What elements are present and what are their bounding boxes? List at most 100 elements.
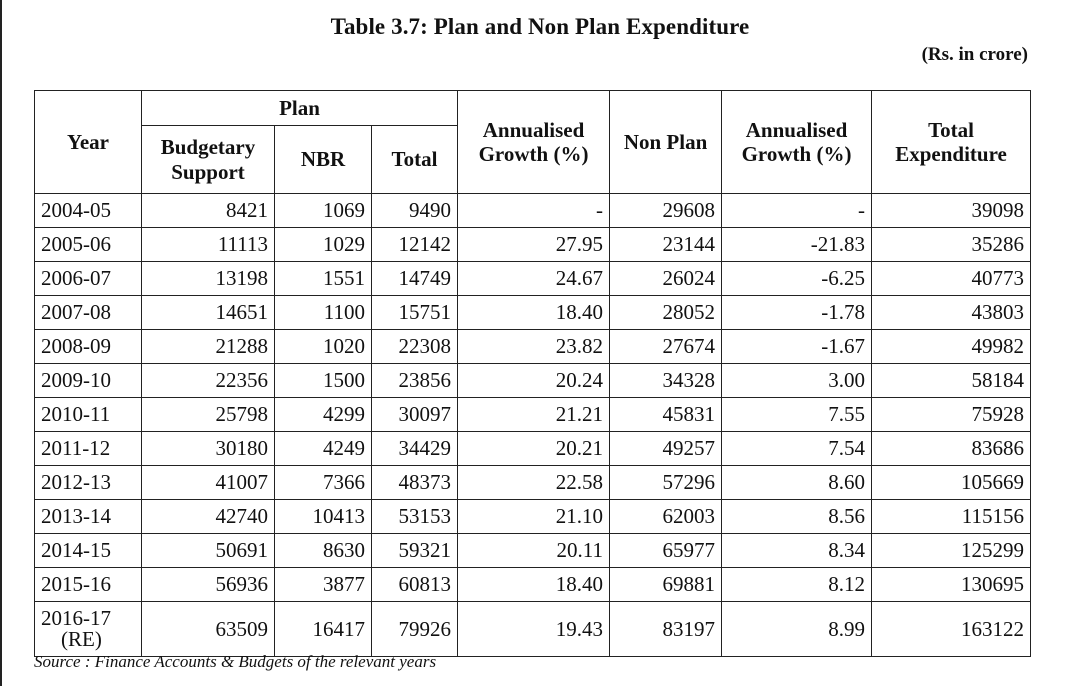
table-row: 2012-13 41007 7366 48373 22.58 57296 8.60 10566… xyxy=(34,465,1032,500)
cell-budgetary-support: 22356 xyxy=(141,363,275,398)
cell-year: 2005-06 xyxy=(34,227,142,262)
cell-nbr: 1029 xyxy=(274,227,372,262)
cell-annualised-growth-plan: 27.95 xyxy=(457,227,611,262)
cell-annualised-growth-non-plan: 8.34 xyxy=(721,533,873,568)
cell-year: 2008-09 xyxy=(34,329,142,364)
cell-annualised-growth-non-plan: 8.12 xyxy=(721,567,873,602)
header-total-expenditure: Total Expenditure xyxy=(871,90,1032,194)
cell-non-plan: 29608 xyxy=(609,193,723,228)
cell-annualised-growth-plan: 18.40 xyxy=(457,295,611,330)
cell-year: 2009-10 xyxy=(34,363,142,398)
cell-annualised-growth-non-plan: 7.55 xyxy=(721,397,873,432)
cell-plan-total: 48373 xyxy=(370,465,459,500)
cell-budgetary-support: 25798 xyxy=(141,397,275,432)
cell-total-expenditure: 39098 xyxy=(871,193,1032,228)
cell-non-plan: 27674 xyxy=(609,329,723,364)
cell-annualised-growth-plan: 24.67 xyxy=(457,261,611,296)
table-row: 2009-10 22356 1500 23856 20.24 34328 3.00 58184 xyxy=(34,363,1032,398)
cell-year: 2010-11 xyxy=(34,397,142,432)
table-row: 2008-09 21288 1020 22308 23.82 27674 -1.67 4998… xyxy=(34,329,1032,364)
table-row: 2007-08 14651 1100 15751 18.40 28052 -1.78 4380… xyxy=(34,295,1032,330)
cell-annualised-growth-plan: 20.11 xyxy=(457,533,611,568)
cell-total-expenditure: 58184 xyxy=(871,363,1032,398)
cell-year: 2004-05 xyxy=(34,193,142,228)
table-row: 2011-12 30180 4249 34429 20.21 49257 7.54 83686 xyxy=(34,431,1032,466)
header-annualised-growth-non-plan: Annualised Growth (%) xyxy=(721,90,873,194)
cell-nbr: 10413 xyxy=(274,499,372,534)
cell-total-expenditure: 49982 xyxy=(871,329,1032,364)
cell-total-expenditure: 130695 xyxy=(871,567,1032,602)
cell-annualised-growth-plan: - xyxy=(457,193,611,228)
cell-total-expenditure: 43803 xyxy=(871,295,1032,330)
cell-annualised-growth-plan: 19.43 xyxy=(457,601,611,657)
cell-budgetary-support: 11113 xyxy=(141,227,275,262)
source-note: Source : Finance Accounts & Budgets of t… xyxy=(34,652,437,671)
cell-year: 2011-12 xyxy=(34,431,142,466)
cell-non-plan: 45831 xyxy=(609,397,723,432)
cell-budgetary-support: 13198 xyxy=(141,261,275,296)
cell-budgetary-support: 42740 xyxy=(141,499,275,534)
header-nbr: NBR xyxy=(274,125,372,194)
header-plan-group: Plan xyxy=(140,90,459,126)
cell-non-plan: 57296 xyxy=(609,465,723,500)
cell-plan-total: 22308 xyxy=(370,329,459,364)
cell-year: 2013-14 xyxy=(34,499,142,534)
cell-plan-total: 59321 xyxy=(370,533,459,568)
header-plan-total: Total xyxy=(370,125,459,194)
unit-note: (Rs. in crore) xyxy=(921,44,1028,65)
table-title: Table 3.7: Plan and Non Plan Expenditure xyxy=(330,14,750,39)
cell-budgetary-support: 50691 xyxy=(141,533,275,568)
cell-year: 2014-15 xyxy=(34,533,142,568)
cell-nbr: 4249 xyxy=(274,431,372,466)
page-left-border xyxy=(0,0,2,686)
cell-annualised-growth-non-plan: 8.60 xyxy=(721,465,873,500)
header-annualised-growth-plan: Annualised Growth (%) xyxy=(457,90,611,194)
cell-non-plan: 83197 xyxy=(609,601,723,657)
cell-plan-total: 79926 xyxy=(370,601,459,657)
cell-nbr: 8630 xyxy=(274,533,372,568)
cell-total-expenditure: 125299 xyxy=(871,533,1032,568)
cell-annualised-growth-non-plan: -6.25 xyxy=(721,261,873,296)
expenditure-table: Year Plan Annualised Growth (%) Non Plan… xyxy=(34,90,1032,657)
table-row: 2010-11 25798 4299 30097 21.21 45831 7.55 75928 xyxy=(34,397,1032,432)
cell-annualised-growth-plan: 23.82 xyxy=(457,329,611,364)
cell-budgetary-support: 8421 xyxy=(141,193,275,228)
year-line-2: (RE) xyxy=(61,627,102,651)
cell-plan-total: 15751 xyxy=(370,295,459,330)
cell-annualised-growth-plan: 20.24 xyxy=(457,363,611,398)
header-budgetary-support: Budgetary Support xyxy=(141,125,275,194)
cell-non-plan: 23144 xyxy=(609,227,723,262)
cell-plan-total: 9490 xyxy=(370,193,459,228)
header-non-plan: Non Plan xyxy=(609,90,723,194)
cell-non-plan: 65977 xyxy=(609,533,723,568)
cell-annualised-growth-non-plan: -21.83 xyxy=(721,227,873,262)
cell-nbr: 16417 xyxy=(274,601,372,657)
cell-non-plan: 62003 xyxy=(609,499,723,534)
cell-plan-total: 23856 xyxy=(370,363,459,398)
cell-annualised-growth-plan: 21.10 xyxy=(457,499,611,534)
cell-annualised-growth-non-plan: -1.67 xyxy=(721,329,873,364)
cell-annualised-growth-non-plan: 8.99 xyxy=(721,601,873,657)
table-row: 2013-14 42740 10413 53153 21.10 62003 8.56 1151… xyxy=(34,499,1032,534)
table-row: 2004-05 8421 1069 9490-29608-39098 xyxy=(34,193,1032,228)
cell-annualised-growth-plan: 20.21 xyxy=(457,431,611,466)
cell-annualised-growth-non-plan: 3.00 xyxy=(721,363,873,398)
cell-plan-total: 12142 xyxy=(370,227,459,262)
cell-nbr: 1551 xyxy=(274,261,372,296)
cell-total-expenditure: 35286 xyxy=(871,227,1032,262)
cell-annualised-growth-plan: 21.21 xyxy=(457,397,611,432)
cell-year: 2016-17 (RE) xyxy=(34,601,142,657)
cell-budgetary-support: 63509 xyxy=(141,601,275,657)
cell-nbr: 1069 xyxy=(274,193,372,228)
cell-year: 2007-08 xyxy=(34,295,142,330)
cell-nbr: 1020 xyxy=(274,329,372,364)
cell-nbr: 3877 xyxy=(274,567,372,602)
cell-nbr: 1100 xyxy=(274,295,372,330)
cell-annualised-growth-plan: 22.58 xyxy=(457,465,611,500)
cell-year: 2006-07 xyxy=(34,261,142,296)
cell-annualised-growth-non-plan: 8.56 xyxy=(721,499,873,534)
cell-year: 2012-13 xyxy=(34,465,142,500)
cell-annualised-growth-non-plan: -1.78 xyxy=(721,295,873,330)
cell-nbr: 1500 xyxy=(274,363,372,398)
table-row: 2006-07 13198 1551 14749 24.67 26024 -6.25 4077… xyxy=(34,261,1032,296)
